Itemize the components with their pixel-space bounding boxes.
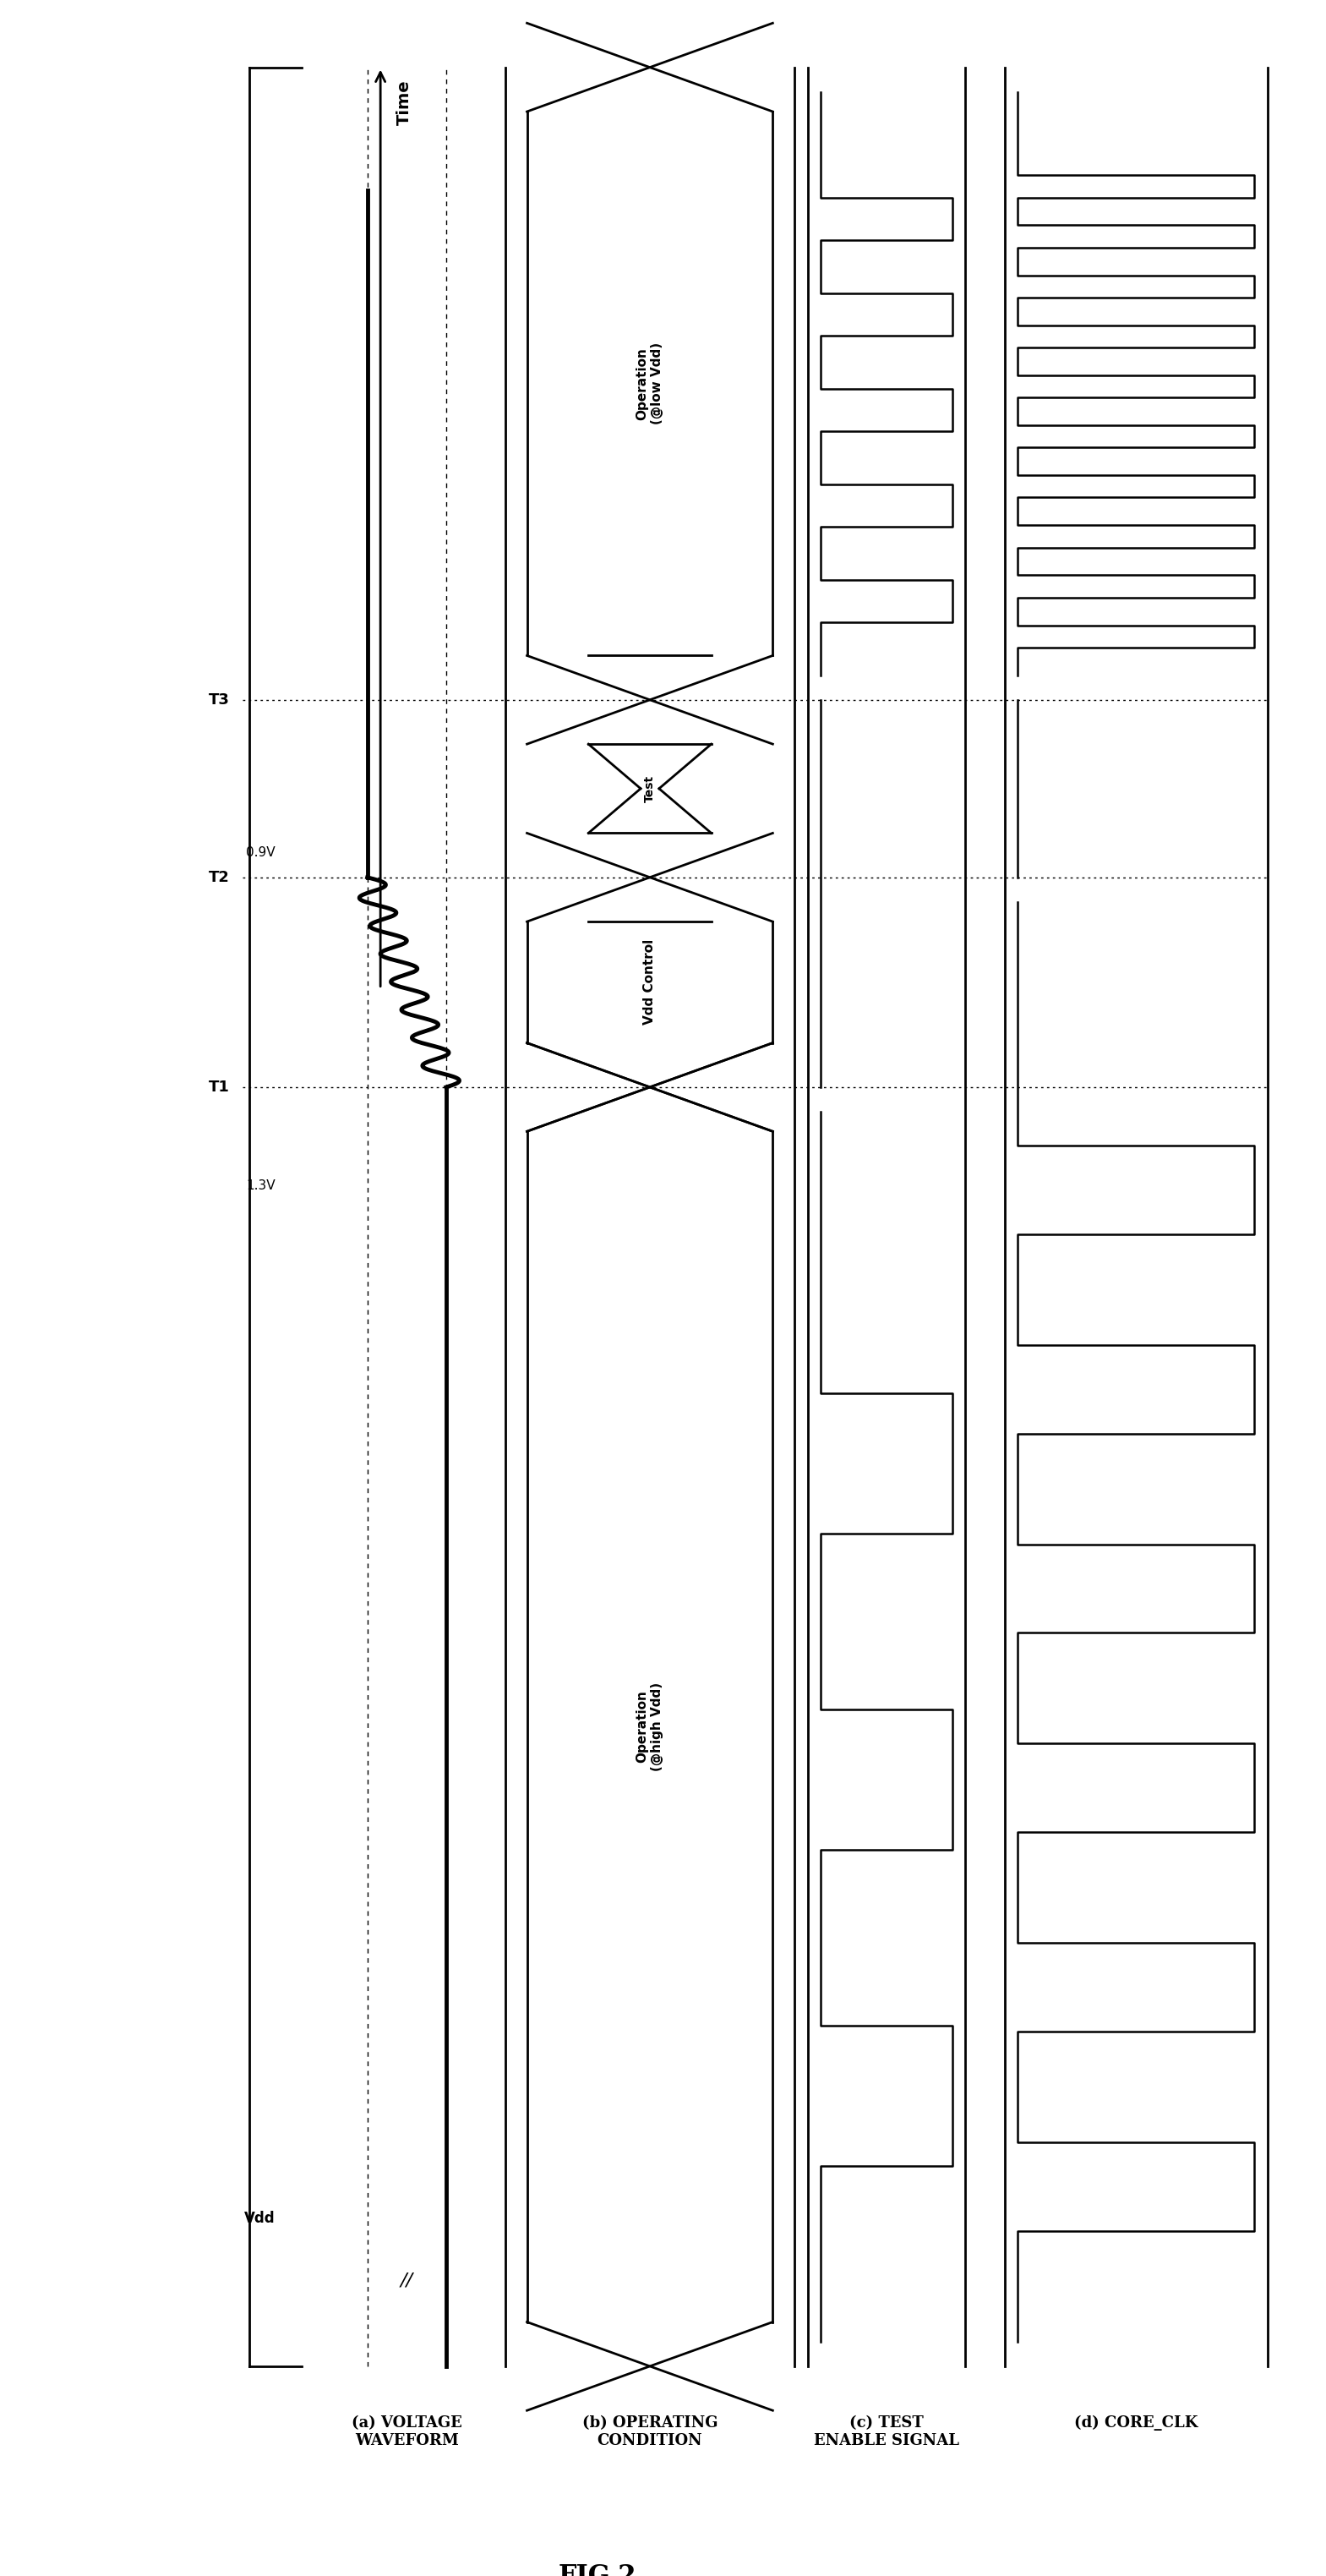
Text: Vdd Control: Vdd Control	[643, 940, 656, 1025]
Text: 0.9V: 0.9V	[247, 848, 276, 860]
Text: Time: Time	[396, 80, 412, 126]
Text: T1: T1	[208, 1079, 229, 1095]
Text: Operation
(@low Vdd): Operation (@low Vdd)	[636, 343, 663, 425]
Text: Vdd: Vdd	[244, 2210, 276, 2226]
Text: 1.3V: 1.3V	[247, 1180, 276, 1193]
Text: (c) TEST
ENABLE SIGNAL: (c) TEST ENABLE SIGNAL	[814, 2416, 959, 2447]
Text: Operation
(@high Vdd): Operation (@high Vdd)	[636, 1682, 663, 1772]
Text: (a) VOLTAGE
WAVEFORM: (a) VOLTAGE WAVEFORM	[351, 2416, 461, 2447]
Text: //: //	[400, 2272, 414, 2287]
Text: Test: Test	[644, 775, 656, 801]
Text: FIG.2: FIG.2	[558, 2563, 636, 2576]
Text: (d) CORE_CLK: (d) CORE_CLK	[1074, 2416, 1197, 2432]
Text: T3: T3	[208, 693, 229, 708]
Text: (b) OPERATING
CONDITION: (b) OPERATING CONDITION	[582, 2416, 717, 2447]
Text: T2: T2	[208, 871, 229, 886]
